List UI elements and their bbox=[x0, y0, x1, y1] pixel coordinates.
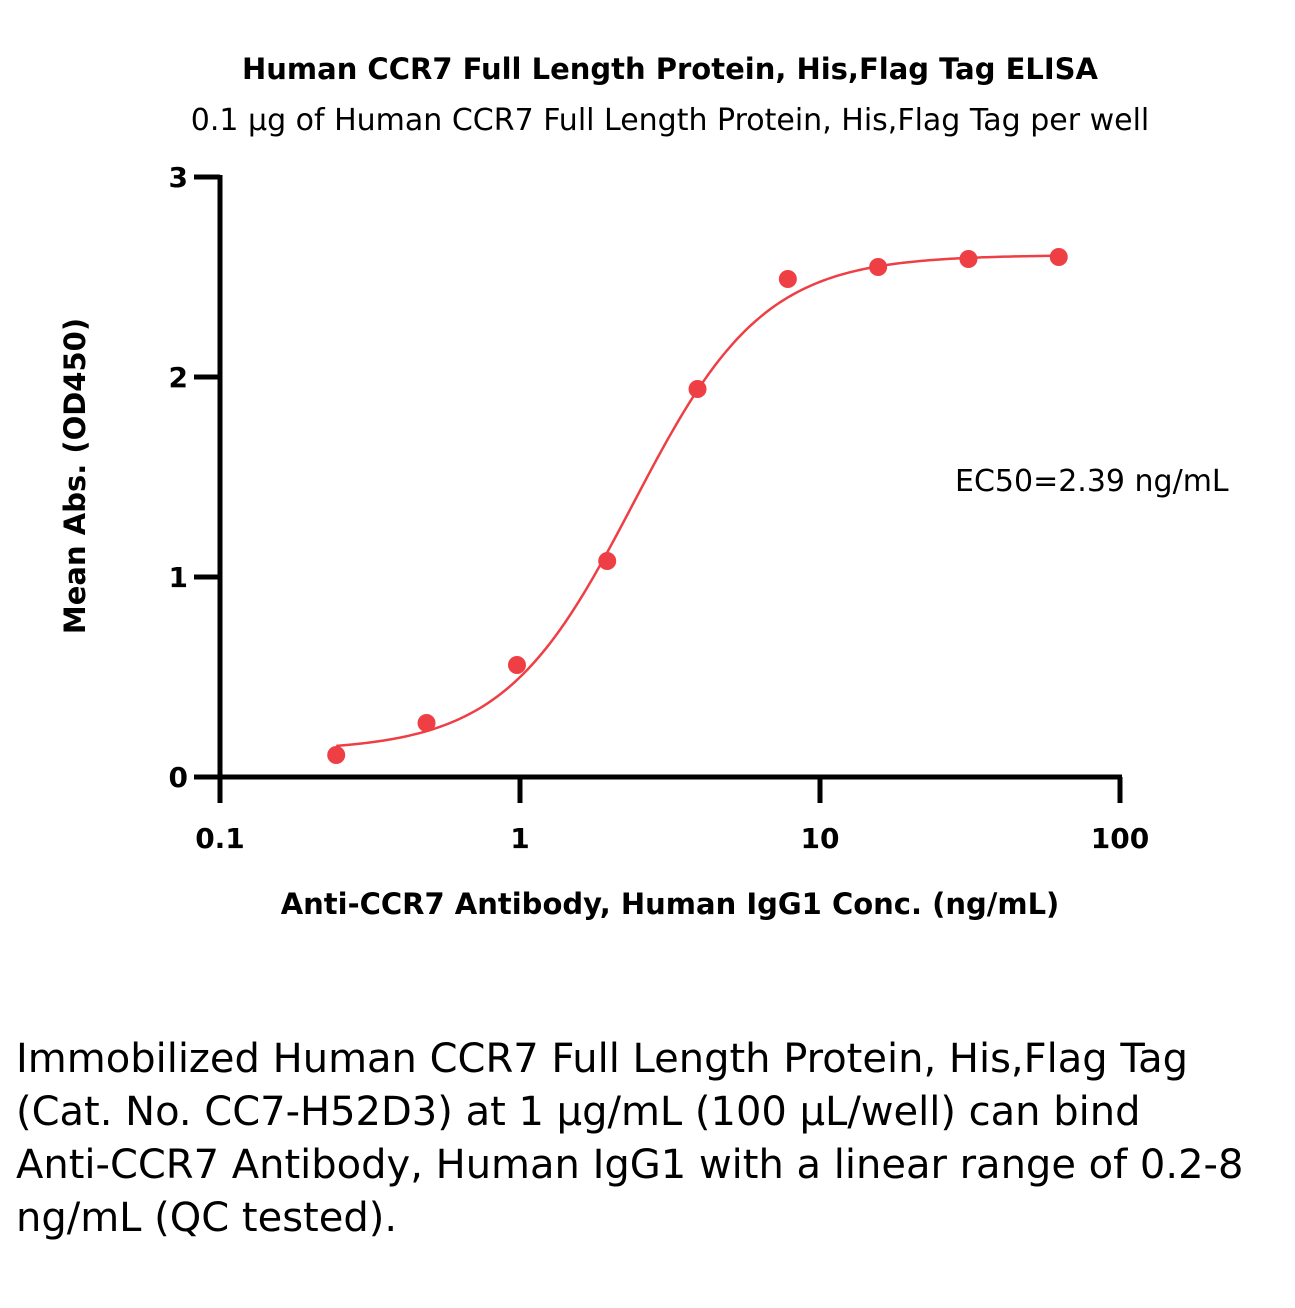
y-ticks: 0 1 2 3 bbox=[169, 161, 220, 794]
ec50-annotation: EC50=2.39 ng/mL bbox=[955, 464, 1229, 499]
y-tick-label: 2 bbox=[169, 361, 188, 394]
axes bbox=[217, 175, 1122, 780]
y-tick-label: 0 bbox=[169, 761, 188, 794]
chart-title: Human CCR7 Full Length Protein, His,Flag… bbox=[242, 52, 1099, 86]
y-tick-label: 1 bbox=[169, 561, 188, 594]
x-axis-label: Anti-CCR7 Antibody, Human IgG1 Conc. (ng… bbox=[281, 887, 1060, 921]
elisa-chart: Human CCR7 Full Length Protein, His,Flag… bbox=[58, 52, 1229, 921]
data-point bbox=[959, 250, 978, 268]
data-point bbox=[1049, 248, 1068, 266]
fit-curve bbox=[336, 254, 1059, 748]
x-tick-label: 1 bbox=[510, 822, 529, 855]
x-tick-label: 10 bbox=[801, 822, 840, 855]
x-tick-label: 0.1 bbox=[195, 822, 245, 855]
chart-subtitle: 0.1 μg of Human CCR7 Full Length Protein… bbox=[191, 103, 1150, 138]
x-ticks: 0.1 1 10 100 bbox=[195, 777, 1149, 855]
data-point bbox=[869, 258, 888, 276]
data-points bbox=[327, 248, 1068, 764]
data-point bbox=[598, 552, 617, 570]
y-axis-label: Mean Abs. (OD450) bbox=[58, 318, 92, 634]
figure-caption: Immobilized Human CCR7 Full Length Prote… bbox=[16, 1036, 1244, 1241]
data-point bbox=[507, 656, 526, 674]
data-point bbox=[417, 714, 436, 732]
y-tick-label: 3 bbox=[169, 161, 188, 194]
data-point bbox=[327, 746, 346, 764]
data-point bbox=[778, 270, 797, 288]
data-point bbox=[688, 380, 707, 398]
x-tick-label: 100 bbox=[1091, 822, 1149, 855]
